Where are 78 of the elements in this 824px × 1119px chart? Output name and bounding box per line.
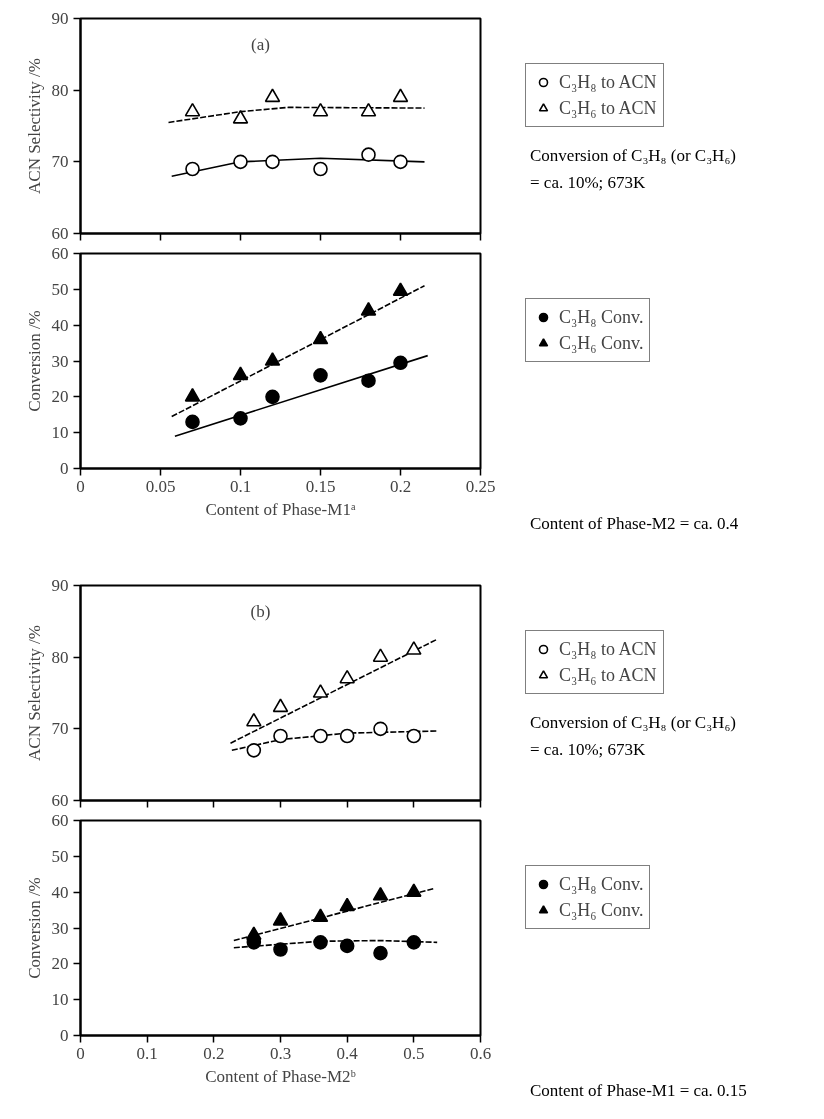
point [264, 352, 281, 366]
y-tick-label: 90 [51, 576, 69, 595]
legend-label: C₃H₆ to ACN [559, 663, 657, 687]
point [373, 945, 388, 961]
point [265, 389, 280, 405]
point [372, 886, 389, 901]
point [272, 911, 289, 926]
point [406, 883, 422, 898]
y-tick-label: 70 [51, 719, 69, 739]
y-tick-label: 30 [51, 918, 69, 938]
x-tick-label: 0.6 [469, 1043, 492, 1063]
x-tick-label: 0.1 [229, 476, 252, 496]
y-tick-label: 10 [51, 990, 69, 1010]
legend-label: C₃H₆ Conv. [559, 898, 644, 922]
y-tick-label: 0 [60, 459, 69, 478]
point [185, 414, 200, 430]
y-tick-label: 10 [51, 423, 69, 443]
point [392, 282, 409, 296]
x-tick-label: 0.5 [403, 1043, 425, 1063]
x-tick-label: 0.2 [389, 476, 412, 496]
x-tick-label: 0.3 [269, 1043, 292, 1063]
y-tick-label: 40 [51, 315, 69, 335]
point [361, 373, 376, 388]
x-tick-label: 0.15 [305, 476, 336, 496]
text: Content of Phase-M2 = ca. 0.4 [530, 513, 739, 535]
y-tick-label: 50 [51, 279, 69, 299]
annotation: (b) [250, 601, 271, 621]
y-tick-label: 80 [51, 647, 69, 667]
y-axis-title: ACN Selectivity /% [24, 58, 44, 194]
legend-label: C₃H₈ to ACN [559, 70, 657, 94]
y-tick-label: 60 [51, 224, 69, 243]
legend-label: C₃H₈ Conv. [559, 872, 644, 896]
annotation: (a) [251, 34, 270, 54]
y-axis-title: Conversion /% [24, 310, 44, 412]
text: Conversion of C₃H₈ (or C₃H₆) = ca. 10%; 673K [530, 145, 736, 195]
y-axis-title: Conversion /% [24, 877, 44, 979]
x-tick-label: 0.05 [145, 476, 176, 496]
y-tick-label: 90 [51, 9, 69, 28]
point [312, 330, 329, 345]
text: Conversion of C₃H₈ (or C₃H₆) = ca. 10%; 673K [530, 712, 736, 762]
point [393, 355, 408, 371]
y-tick-label: 30 [51, 351, 69, 371]
x-axis-title: Content of Phase-M1ᵃ [205, 499, 356, 519]
point [184, 387, 201, 402]
x-tick-label: 0 [76, 476, 85, 496]
y-tick-label: 60 [51, 791, 69, 810]
point [312, 908, 329, 923]
x-tick-label: 0.25 [465, 476, 496, 496]
y-tick-label: 0 [60, 1026, 69, 1045]
y-tick-label: 60 [51, 811, 69, 830]
point [313, 368, 328, 383]
legend-label: C₃H₆ to ACN [559, 96, 657, 120]
legend-label: C₃H₆ Conv. [559, 331, 644, 355]
point [313, 935, 328, 950]
point [360, 301, 377, 316]
point [233, 411, 248, 426]
y-tick-label: 50 [51, 846, 69, 866]
y-tick-label: 80 [51, 80, 69, 100]
x-tick-label: 0 [76, 1043, 85, 1063]
y-tick-label: 70 [51, 152, 69, 172]
y-tick-label: 20 [51, 954, 69, 974]
x-axis-title: Content of Phase-M2ᵇ [205, 1066, 356, 1086]
point [246, 926, 262, 941]
y-tick-label: 60 [51, 244, 69, 263]
x-tick-label: 0.4 [336, 1043, 359, 1063]
y-tick-label: 20 [51, 387, 69, 407]
x-tick-label: 0.1 [136, 1043, 158, 1063]
point [339, 938, 355, 954]
y-axis-title: ACN Selectivity /% [24, 625, 44, 761]
text: Content of Phase-M1 = ca. 0.15 [530, 1080, 747, 1102]
y-tick-label: 40 [51, 882, 69, 902]
legend-label: C₃H₈ to ACN [559, 637, 657, 661]
point [232, 366, 249, 381]
x-tick-label: 0.2 [203, 1043, 225, 1063]
point [339, 897, 355, 912]
legend-label: C₃H₈ Conv. [559, 305, 644, 329]
point [273, 942, 288, 957]
point [406, 935, 422, 950]
